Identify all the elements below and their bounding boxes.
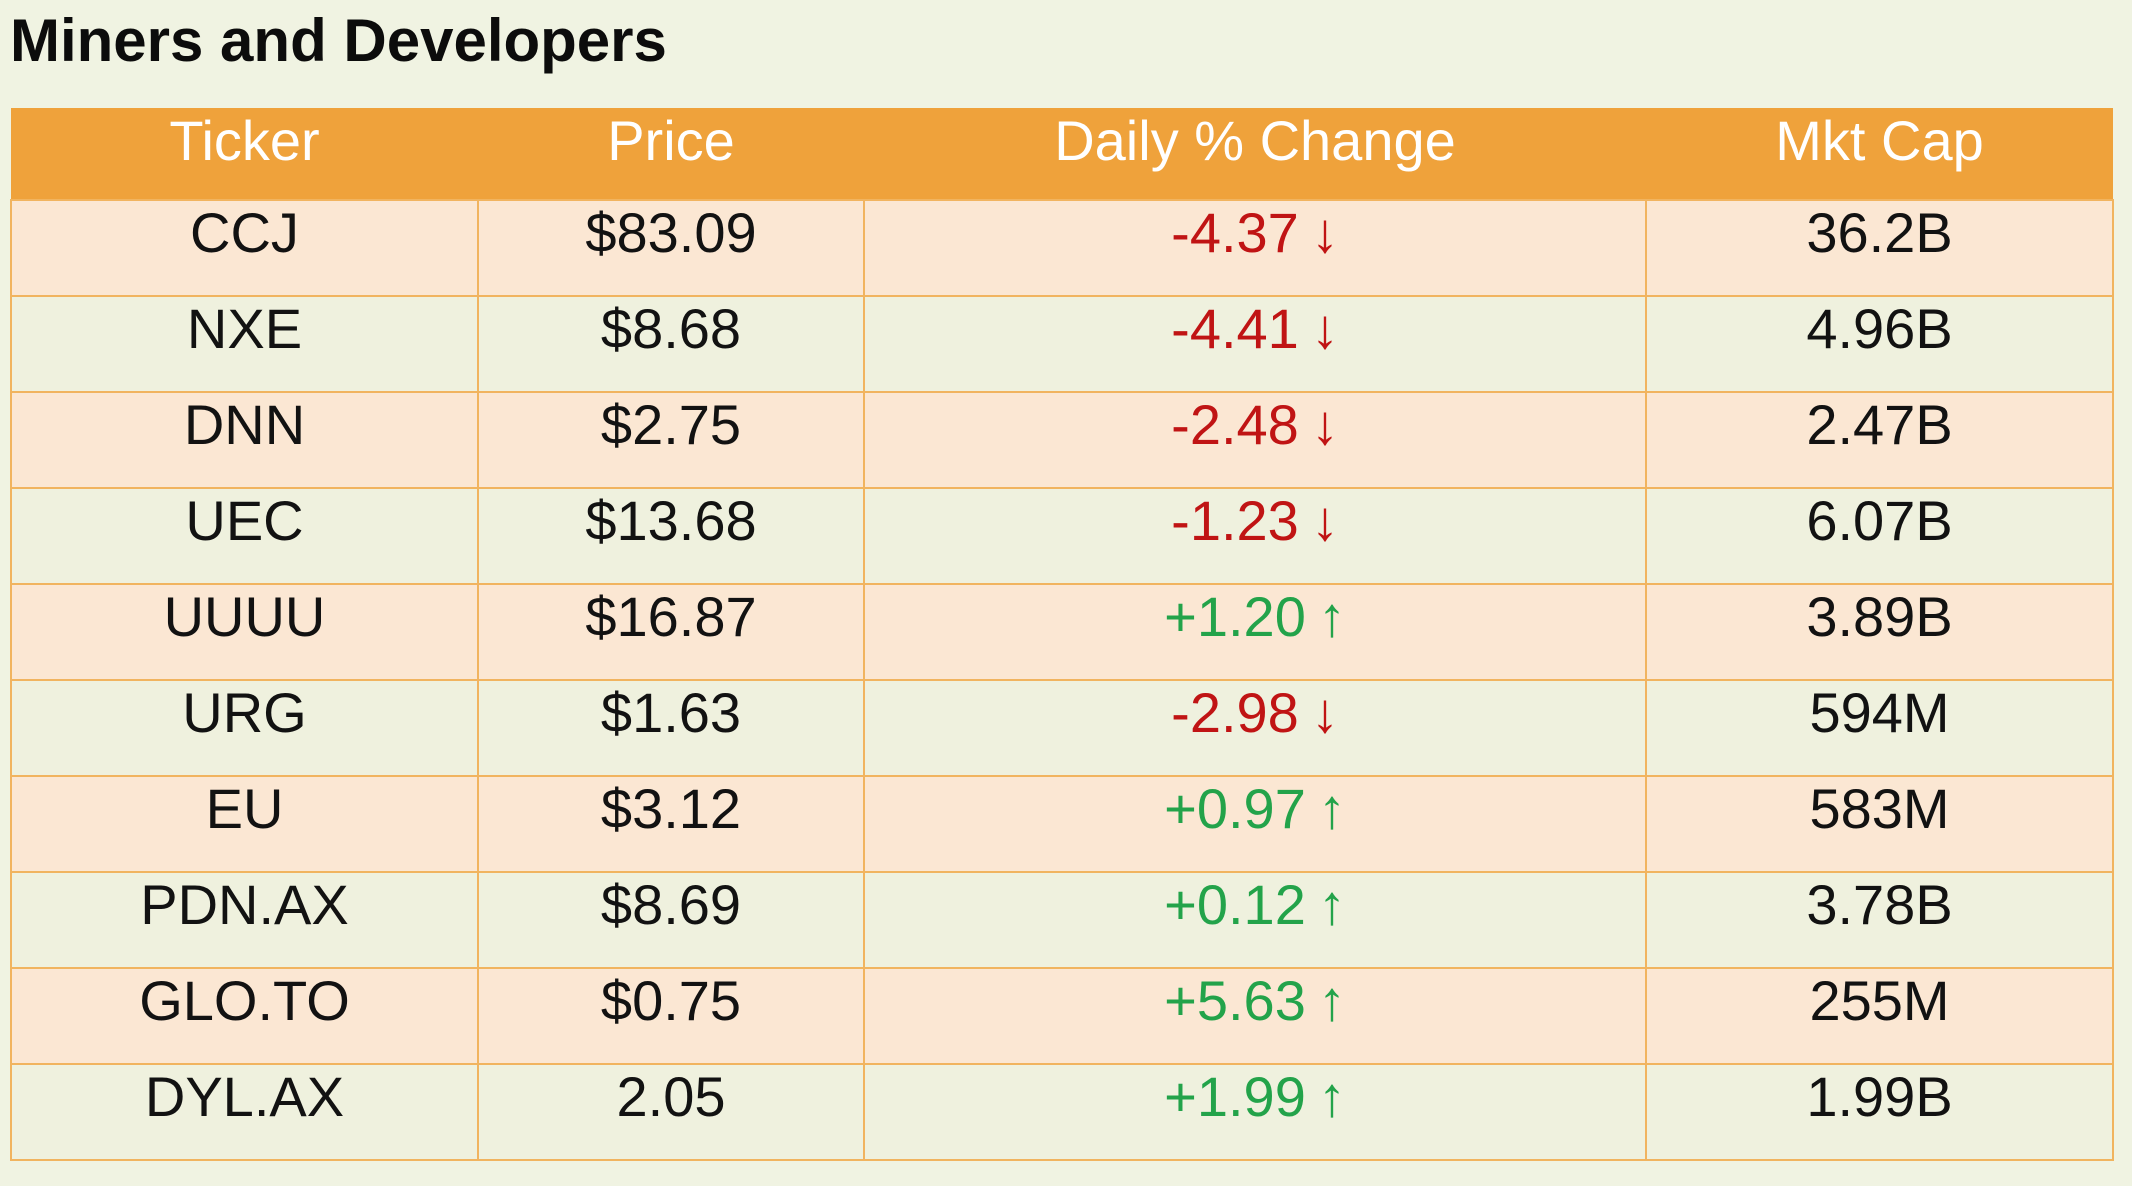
table-row: EU $3.12 +0.97 ↑ 583M xyxy=(10,775,2114,873)
price-cell: $1.63 xyxy=(477,679,865,777)
mktcap-cell: 6.07B xyxy=(1645,487,2114,585)
change-cell: +1.99 ↑ xyxy=(863,1063,1647,1161)
up-arrow-icon: ↑ xyxy=(1317,777,1346,840)
change-value: -4.41 xyxy=(1171,297,1299,360)
ticker-cell: GLO.TO xyxy=(10,967,479,1065)
mktcap-cell: 36.2B xyxy=(1645,199,2114,297)
down-arrow-icon: ↓ xyxy=(1310,489,1339,552)
ticker-cell: EU xyxy=(10,775,479,873)
table-row: NXE $8.68 -4.41 ↓ 4.96B xyxy=(10,295,2114,393)
down-arrow-icon: ↓ xyxy=(1310,297,1339,360)
change-value: -1.23 xyxy=(1171,489,1299,552)
change-value: +1.99 xyxy=(1164,1065,1306,1128)
header-row: Ticker Price Daily % Change Mkt Cap xyxy=(11,108,2113,200)
change-value: +1.20 xyxy=(1164,585,1306,648)
price-cell: $8.68 xyxy=(477,295,865,393)
table-header: Ticker Price Daily % Change Mkt Cap xyxy=(11,108,2113,200)
mktcap-cell: 583M xyxy=(1645,775,2114,873)
mktcap-cell: 4.96B xyxy=(1645,295,2114,393)
change-cell: -4.37 ↓ xyxy=(863,199,1647,297)
mktcap-cell: 594M xyxy=(1645,679,2114,777)
page-title: Miners and Developers xyxy=(10,7,667,74)
change-cell: +0.12 ↑ xyxy=(863,871,1647,969)
ticker-cell: PDN.AX xyxy=(10,871,479,969)
table-row: DNN $2.75 -2.48 ↓ 2.47B xyxy=(10,391,2114,489)
stocks-table: Ticker Price Daily % Change Mkt Cap CCJ … xyxy=(10,108,2114,1161)
change-value: -4.37 xyxy=(1171,201,1299,264)
page: Miners and Developers Ticker Price Daily… xyxy=(10,7,2114,1161)
up-arrow-icon: ↑ xyxy=(1317,585,1346,648)
price-cell: $13.68 xyxy=(477,487,865,585)
change-value: +0.97 xyxy=(1164,777,1306,840)
price-cell: $16.87 xyxy=(477,583,865,681)
change-cell: -2.98 ↓ xyxy=(863,679,1647,777)
change-cell: -2.48 ↓ xyxy=(863,391,1647,489)
change-value: -2.98 xyxy=(1171,681,1299,744)
change-value: +5.63 xyxy=(1164,969,1306,1032)
price-cell: 2.05 xyxy=(477,1063,865,1161)
down-arrow-icon: ↓ xyxy=(1310,201,1339,264)
price-cell: $2.75 xyxy=(477,391,865,489)
ticker-cell: UUUU xyxy=(10,583,479,681)
mktcap-cell: 3.89B xyxy=(1645,583,2114,681)
up-arrow-icon: ↑ xyxy=(1317,969,1346,1032)
price-cell: $0.75 xyxy=(477,967,865,1065)
table-row: PDN.AX $8.69 +0.12 ↑ 3.78B xyxy=(10,871,2114,969)
mktcap-cell: 3.78B xyxy=(1645,871,2114,969)
change-cell: +0.97 ↑ xyxy=(863,775,1647,873)
column-header-mkt-cap: Mkt Cap xyxy=(1646,108,2113,200)
table-row: UUUU $16.87 +1.20 ↑ 3.89B xyxy=(10,583,2114,681)
ticker-cell: URG xyxy=(10,679,479,777)
change-value: -2.48 xyxy=(1171,393,1299,456)
ticker-cell: DNN xyxy=(10,391,479,489)
table-row: URG $1.63 -2.98 ↓ 594M xyxy=(10,679,2114,777)
mktcap-cell: 255M xyxy=(1645,967,2114,1065)
change-value: +0.12 xyxy=(1164,873,1306,936)
up-arrow-icon: ↑ xyxy=(1317,1065,1346,1128)
down-arrow-icon: ↓ xyxy=(1310,393,1339,456)
ticker-cell: DYL.AX xyxy=(10,1063,479,1161)
column-header-price: Price xyxy=(478,108,864,200)
change-cell: +5.63 ↑ xyxy=(863,967,1647,1065)
change-cell: +1.20 ↑ xyxy=(863,583,1647,681)
table-row: GLO.TO $0.75 +5.63 ↑ 255M xyxy=(10,967,2114,1065)
down-arrow-icon: ↓ xyxy=(1310,681,1339,744)
column-header-change: Daily % Change xyxy=(864,108,1646,200)
change-cell: -4.41 ↓ xyxy=(863,295,1647,393)
mktcap-cell: 1.99B xyxy=(1645,1063,2114,1161)
table-row: CCJ $83.09 -4.37 ↓ 36.2B xyxy=(10,199,2114,297)
table-body: CCJ $83.09 -4.37 ↓ 36.2B NXE $8.68 -4.41 ↓… xyxy=(10,199,2114,1161)
price-cell: $3.12 xyxy=(477,775,865,873)
change-cell: -1.23 ↓ xyxy=(863,487,1647,585)
table-row: DYL.AX 2.05 +1.99 ↑ 1.99B xyxy=(10,1063,2114,1161)
price-cell: $83.09 xyxy=(477,199,865,297)
up-arrow-icon: ↑ xyxy=(1317,873,1346,936)
ticker-cell: NXE xyxy=(10,295,479,393)
ticker-cell: CCJ xyxy=(10,199,479,297)
table-row: UEC $13.68 -1.23 ↓ 6.07B xyxy=(10,487,2114,585)
ticker-cell: UEC xyxy=(10,487,479,585)
mktcap-cell: 2.47B xyxy=(1645,391,2114,489)
price-cell: $8.69 xyxy=(477,871,865,969)
column-header-ticker: Ticker xyxy=(11,108,478,200)
